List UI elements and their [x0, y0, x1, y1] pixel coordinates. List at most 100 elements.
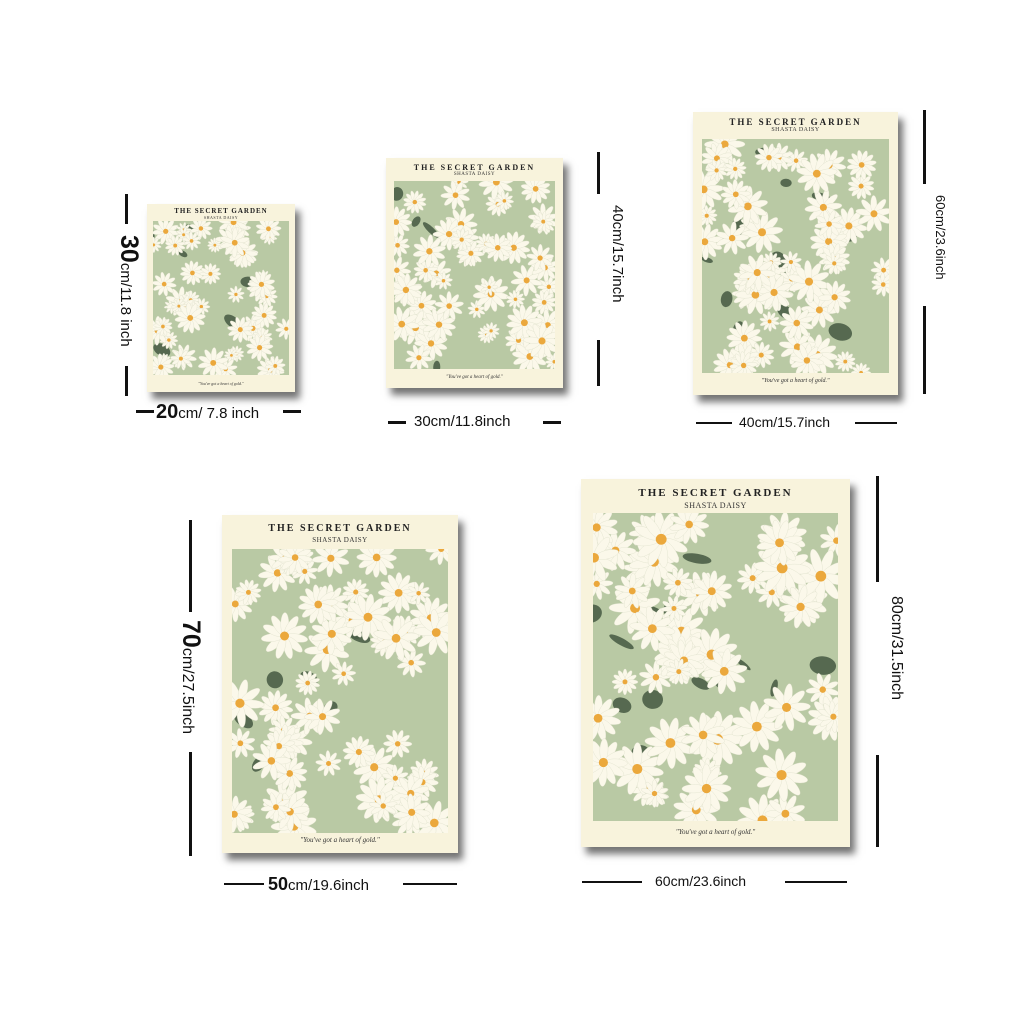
- poster-20x30: THE SECRET GARDEN SHASTA DAISY "You've g…: [147, 204, 295, 392]
- width-number: 20: [156, 401, 179, 423]
- daisy-flower: [723, 157, 747, 181]
- height-line-bottom: [876, 755, 879, 847]
- height-number: 30: [115, 235, 143, 263]
- daisy-flower: [820, 523, 838, 558]
- daisy-flower: [170, 298, 187, 315]
- height-unit: cm/27.5inch: [179, 647, 196, 735]
- daisy-flower: [532, 211, 554, 232]
- daisy-flower: [814, 210, 844, 239]
- daisy-flower: [440, 181, 470, 211]
- poster-subtitle: SHASTA DAISY: [453, 172, 496, 177]
- daisy-flower: [778, 585, 823, 629]
- width-line-left: [224, 883, 264, 885]
- daisy-flower: [227, 285, 245, 303]
- height-unit: cm/11.8 inch: [117, 262, 134, 347]
- daisy-flower: [394, 233, 410, 258]
- daisy-flower: [520, 181, 551, 204]
- width-line-left: [388, 421, 406, 424]
- daisy-flower: [174, 302, 206, 334]
- daisy-flower: [369, 791, 398, 820]
- daisy-flower: [257, 690, 294, 726]
- height-line-bottom: [125, 366, 128, 396]
- daisy-flower: [434, 291, 464, 321]
- daisy-flower: [397, 648, 426, 678]
- daisy-flower: [457, 240, 485, 267]
- poster-40x60: THE SECRET GARDEN SHASTA DAISY "You've g…: [693, 112, 898, 395]
- poster-caption: "You've got a heart of gold.": [300, 836, 380, 844]
- daisy-flower: [180, 260, 205, 286]
- height-line-top: [125, 194, 128, 224]
- daisy-flower: [247, 270, 275, 299]
- daisy-flower: [232, 795, 253, 833]
- daisy-flower: [403, 190, 427, 214]
- poster-title: THE SECRET GARDEN: [729, 117, 862, 127]
- daisy-flower: [304, 698, 341, 735]
- daisy-flower: [394, 306, 420, 342]
- height-line-bottom: [597, 340, 600, 386]
- width-line-right: [543, 421, 561, 424]
- width-line-right: [283, 410, 301, 413]
- daisy-flower: [494, 191, 514, 211]
- daisy-flower: [629, 605, 676, 652]
- daisy-flower: [331, 661, 357, 686]
- daisy-flower: [165, 235, 186, 256]
- daisy-flower: [731, 700, 783, 753]
- height-number: 70: [177, 620, 205, 648]
- daisy-flower: [855, 195, 889, 232]
- daisy-flower: [255, 221, 282, 242]
- width-line-left: [582, 881, 642, 883]
- daisy-flower: [523, 322, 555, 360]
- daisy-flower: [796, 153, 838, 195]
- daisy-flower: [506, 289, 525, 309]
- daisy-flower: [356, 549, 397, 578]
- width-line-left: [136, 410, 154, 413]
- daisy-flower: [394, 206, 412, 238]
- daisy-flower: [232, 679, 265, 728]
- daisy-flower: [720, 179, 751, 210]
- daisy-flower: [871, 272, 889, 297]
- width-label: 40cm/15.7inch: [739, 414, 831, 430]
- daisy-flower: [394, 256, 412, 285]
- daisy-flower: [818, 280, 851, 314]
- daisy-flower: [611, 668, 639, 696]
- daisy-artwork: [232, 549, 448, 833]
- daisy-flower: [702, 204, 718, 227]
- poster-caption: "You've got a heart of gold.": [675, 828, 756, 836]
- daisy-flower: [817, 700, 838, 733]
- daisy-artwork: [593, 513, 838, 821]
- width-label: 60cm/23.6inch: [655, 873, 747, 889]
- daisy-flower: [252, 741, 292, 781]
- daisy-flower: [763, 683, 811, 732]
- daisy-artwork: [702, 139, 889, 373]
- daisy-flower: [614, 572, 651, 609]
- daisy-flower: [232, 728, 256, 759]
- poster-caption: "You've got a heart of gold.": [446, 375, 503, 380]
- daisy-flower: [660, 595, 688, 622]
- height-label: 60cm/23.6inch: [933, 195, 948, 280]
- daisy-flower: [669, 513, 710, 545]
- height-line-top: [597, 152, 600, 194]
- daisy-flower: [264, 355, 286, 375]
- daisy-flower: [311, 549, 350, 578]
- daisy-flower: [665, 658, 692, 685]
- daisy-flower: [779, 305, 814, 341]
- daisy-flower: [383, 729, 413, 758]
- daisy-flower: [393, 793, 431, 831]
- daisy-flower: [298, 584, 339, 625]
- width-label: 30cm/11.8inch: [414, 413, 511, 430]
- daisy-flower: [153, 353, 175, 375]
- daisy-flower: [593, 695, 621, 741]
- daisy-flower: [170, 348, 192, 369]
- daisy-flower: [681, 763, 732, 814]
- daisy-flower: [260, 792, 292, 823]
- daisy-flower: [702, 223, 723, 261]
- height-line-bottom: [923, 306, 926, 394]
- daisy-flower: [153, 316, 173, 337]
- daisy-flower: [715, 221, 750, 255]
- height-label: 40cm/15.7inch: [609, 205, 626, 303]
- daisy-flower: [729, 351, 758, 373]
- daisy-flower: [235, 579, 262, 606]
- poster-caption: "You've got a heart of gold.": [761, 378, 830, 384]
- daisy-flower: [199, 263, 222, 285]
- height-line-top: [923, 110, 926, 184]
